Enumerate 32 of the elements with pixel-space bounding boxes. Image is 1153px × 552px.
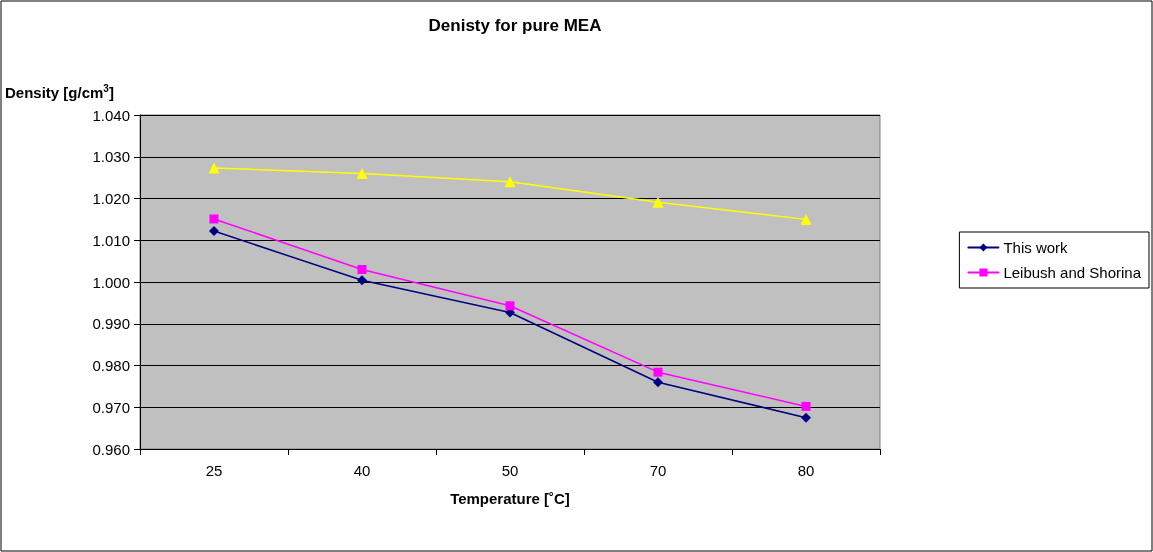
y-tick-label: 0.970 [92, 398, 130, 416]
x-tick-label: 70 [649, 462, 667, 479]
y-tick-label: 0.990 [92, 315, 130, 333]
legend-label: Leibush and Shorina [1003, 264, 1142, 281]
point [653, 367, 663, 377]
point [653, 377, 663, 388]
x-tick-label: 40 [353, 462, 371, 479]
y-tick-label: 1.040 [92, 106, 130, 124]
point [357, 275, 367, 286]
y-tick-label: 1.000 [92, 273, 130, 291]
x-tick-label: 50 [501, 462, 519, 479]
point [209, 214, 219, 224]
point [800, 213, 812, 225]
y-tick-label: 0.980 [92, 357, 130, 374]
point [209, 226, 219, 237]
point [208, 162, 220, 174]
legend-label: This work [1003, 239, 1069, 256]
point [505, 301, 515, 311]
y-tick-label: 1.010 [92, 231, 130, 249]
y-tick-label: 1.020 [92, 190, 130, 207]
point [504, 176, 516, 188]
point [652, 196, 664, 208]
point [801, 401, 811, 411]
point [356, 167, 368, 179]
x-tick-label: 80 [797, 462, 815, 479]
point [801, 412, 811, 423]
y-tick-label: 1.030 [92, 148, 130, 166]
chart-title: Denisty for pure MEA [428, 16, 602, 35]
y-tick-label: 0.960 [92, 440, 130, 458]
x-axis-title: Temperature [˚C] [450, 490, 570, 507]
x-tick-label: 25 [205, 462, 223, 479]
point [357, 264, 367, 274]
